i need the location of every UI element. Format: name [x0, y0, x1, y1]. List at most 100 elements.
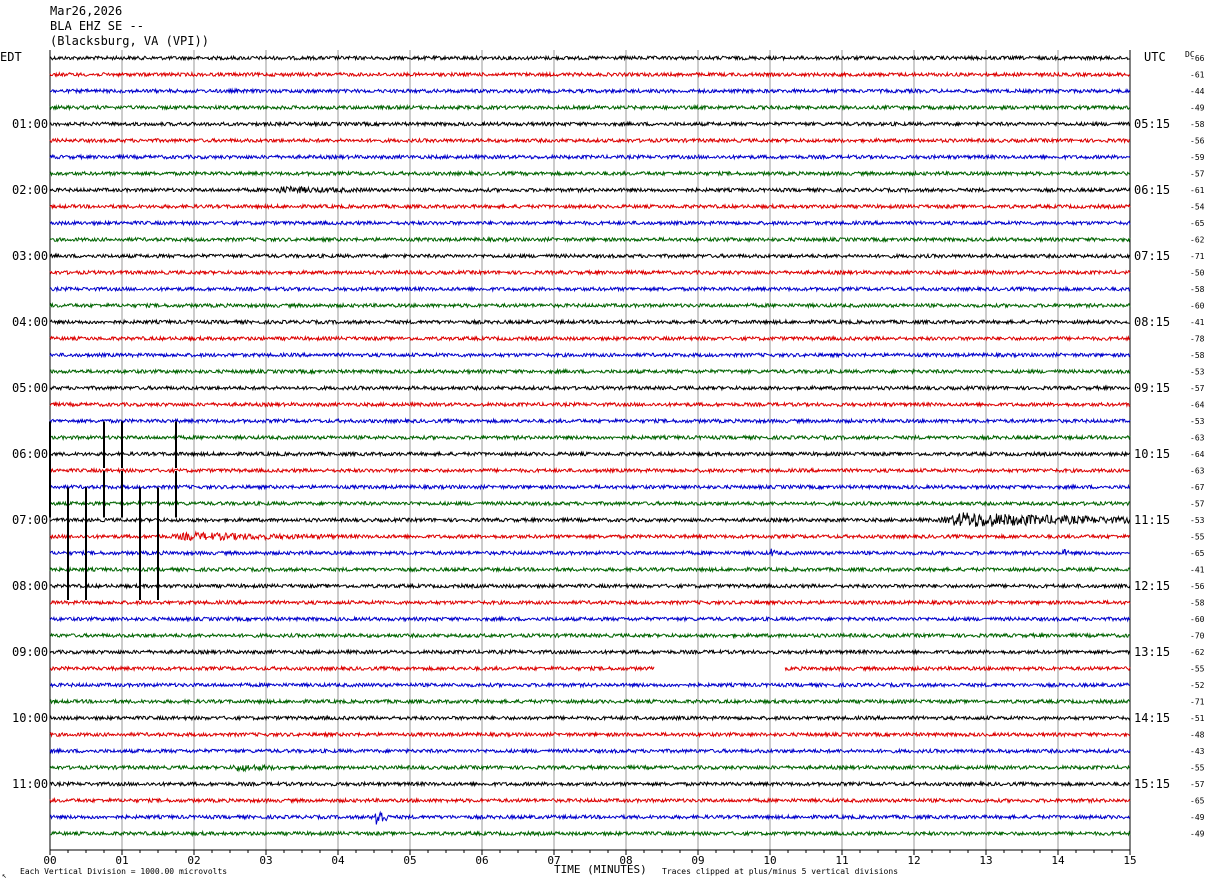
seismic-trace [49, 796, 1131, 805]
edt-hour-label: 08:00 [12, 579, 48, 593]
dc-offset-label: -57 [1190, 170, 1205, 179]
edt-hour-label: 10:00 [12, 711, 48, 725]
x-tick-label: 04 [331, 854, 345, 867]
seismic-trace [49, 450, 1131, 458]
utc-hour-label: 08:15 [1134, 315, 1170, 329]
dc-offset-label: -65 [1190, 797, 1205, 806]
seismic-trace [49, 829, 1131, 838]
utc-hour-label: 11:15 [1134, 513, 1170, 527]
dc-offset-label: -51 [1190, 714, 1205, 723]
dc-offset-label: -50 [1190, 269, 1205, 278]
dc-offset-label: -55 [1190, 764, 1205, 773]
dc-offset-label: -62 [1190, 648, 1205, 657]
seismic-trace [49, 714, 1131, 722]
plot-date: Mar26,2026 [50, 4, 123, 18]
dc-offset-label: -71 [1190, 698, 1205, 707]
dc-offset-label: -78 [1190, 335, 1205, 344]
seismic-trace [49, 87, 1131, 95]
seismic-trace [49, 103, 1131, 112]
station-code: BLA EHZ SE -- [50, 19, 144, 33]
station-location: (Blacksburg, VA (VPI)) [50, 34, 209, 48]
seismic-trace [49, 268, 1131, 277]
dc-offset-label: -71 [1190, 252, 1205, 261]
seismic-trace [49, 136, 1131, 145]
edt-hour-label: 02:00 [12, 183, 48, 197]
dc-offset-label: -53 [1190, 417, 1205, 426]
seismic-trace [49, 648, 1131, 656]
dc-offset-label: -49 [1190, 813, 1205, 822]
seismic-trace [49, 252, 1131, 260]
utc-hour-label: 13:15 [1134, 645, 1170, 659]
seismic-trace [49, 334, 1131, 343]
time-grid: 00 01 02 03 04 05 06 07 08 09 10 11 12 13 14 15 [43, 50, 1137, 867]
dc-offset-label: -64 [1190, 401, 1205, 410]
dc-offset-label: -67 [1190, 483, 1205, 492]
seismic-trace [49, 169, 1131, 178]
x-axis-title: TIME (MINUTES) [554, 863, 647, 876]
dc-offset-label: -60 [1190, 302, 1205, 311]
seismic-trace [49, 548, 1131, 557]
utc-hour-label: 14:15 [1134, 711, 1170, 725]
seismic-trace [49, 202, 1131, 211]
utc-hour-label: 07:15 [1134, 249, 1170, 263]
dc-offset-label: -55 [1190, 533, 1205, 542]
x-tick-label: 15 [1123, 854, 1136, 867]
dc-offset-label: -65 [1190, 219, 1205, 228]
seismic-trace [49, 730, 1131, 739]
seismic-trace [49, 530, 1131, 542]
x-tick-label: 00 [43, 854, 56, 867]
seismic-trace [49, 598, 1131, 607]
trace-layer [49, 54, 1131, 838]
dc-offset-label: -57 [1190, 780, 1205, 789]
seismic-trace [49, 500, 1130, 508]
seismic-trace [49, 631, 1131, 640]
dc-offset-label: -58 [1190, 351, 1205, 360]
seismic-trace [49, 512, 1131, 527]
x-tick-label: 02 [187, 854, 200, 867]
dc-header: DC [1185, 50, 1195, 59]
dc-offset-label: -62 [1190, 236, 1205, 245]
edt-hour-label: 06:00 [12, 447, 48, 461]
dc-offset-label: -70 [1190, 632, 1205, 641]
dc-offset-label: -43 [1190, 747, 1205, 756]
x-tick-label: 01 [115, 854, 128, 867]
dc-offset-label: -57 [1190, 384, 1205, 393]
utc-hour-label: 15:15 [1134, 777, 1170, 791]
dc-offset-label: -49 [1190, 830, 1205, 839]
seismic-trace [49, 367, 1131, 376]
seismic-trace [49, 219, 1131, 227]
dc-offset-label: -55 [1190, 665, 1205, 674]
dc-offset-label: -41 [1190, 318, 1205, 327]
scale-glyph: ↖ [2, 871, 7, 880]
seismic-trace [49, 318, 1131, 326]
x-tick-label: 11 [835, 854, 848, 867]
seismic-trace [49, 384, 1131, 392]
dc-offset-label: -53 [1190, 516, 1205, 525]
seismic-trace [49, 185, 1131, 195]
seismic-trace [49, 582, 1131, 590]
edt-hour-label: 01:00 [12, 117, 48, 131]
dc-offset-label: -61 [1190, 186, 1205, 195]
dc-offset-label: -53 [1190, 368, 1205, 377]
trace-label-layer: 01:00 02:00 03:00 04:00 05:00 06:00 07:00 08:00… [12, 54, 1205, 839]
x-tick-label: 12 [907, 854, 920, 867]
utc-hour-label: 12:15 [1134, 579, 1170, 593]
dc-offset-label: -54 [1190, 203, 1205, 212]
dc-offset-label: -59 [1190, 153, 1205, 162]
dc-offset-label: -49 [1190, 104, 1205, 113]
edt-hour-label: 05:00 [12, 381, 48, 395]
dc-offset-label: -44 [1190, 87, 1205, 96]
dc-offset-label: -41 [1190, 566, 1205, 575]
seismic-trace [49, 615, 1131, 623]
seismic-trace [49, 153, 1131, 161]
dc-offset-label: -58 [1190, 285, 1205, 294]
x-tick-label: 03 [259, 854, 272, 867]
seismic-trace [49, 747, 1131, 755]
x-tick-label: 06 [475, 854, 488, 867]
dc-offset-label: -63 [1190, 467, 1205, 476]
seismic-trace [49, 565, 1131, 574]
x-tick-label: 10 [763, 854, 776, 867]
dc-offset-label: -61 [1190, 71, 1205, 80]
x-tick-label: 07 [547, 854, 560, 867]
x-tick-label: 09 [691, 854, 704, 867]
